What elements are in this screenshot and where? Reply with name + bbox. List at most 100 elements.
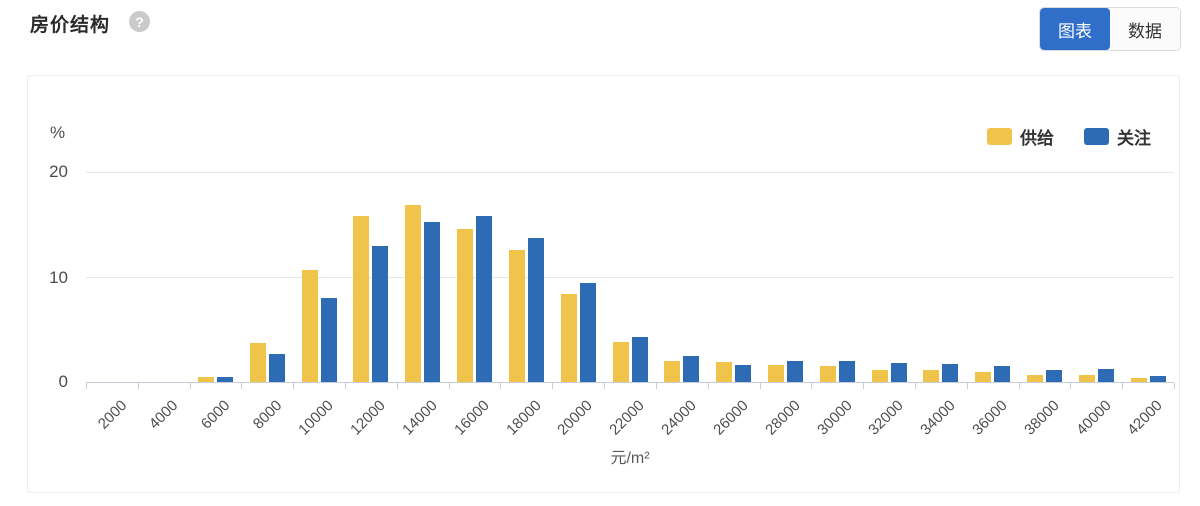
bar-关注-30000[interactable] [838,361,855,382]
bar-groups [86,172,1174,382]
bar-供给-40000[interactable] [1078,374,1095,382]
gridline-20 [86,172,1174,173]
bar-group-10000 [293,172,345,382]
x-tick [1070,383,1072,389]
x-label-text: 24000 [658,397,700,439]
x-label-text: 40000 [1072,397,1115,439]
bar-关注-16000[interactable] [476,216,493,382]
bar-group-16000 [449,172,501,382]
bar-关注-24000[interactable] [683,355,700,382]
x-tick [759,383,761,389]
x-tick [604,383,606,389]
bar-group-30000 [811,172,863,382]
x-tick [655,383,657,389]
bar-group-8000 [241,172,293,382]
bar-关注-36000[interactable] [994,366,1011,382]
bar-关注-8000[interactable] [268,353,285,382]
x-tick [448,383,450,389]
x-tick [1174,383,1175,389]
bar-供给-38000[interactable] [1027,374,1044,382]
bar-group-34000 [915,172,967,382]
bar-关注-18000[interactable] [527,238,544,382]
bar-关注-40000[interactable] [1097,369,1114,382]
bar-group-42000 [1122,172,1174,382]
bar-供给-26000[interactable] [716,362,733,382]
x-label-text: 32000 [865,397,908,439]
x-label-text: 14000 [399,397,441,439]
bar-供给-6000[interactable] [198,376,215,382]
x-label-text: 42000 [1124,397,1167,439]
bar-关注-20000[interactable] [579,283,596,382]
x-label-text: 28000 [761,397,804,439]
x-label-text: 34000 [917,397,959,439]
chart-card: % 20 10 0 供给 关注 2000 4000 6000 8000 10000 120… [27,75,1180,493]
attention-swatch-icon [1084,128,1109,145]
bar-供给-34000[interactable] [923,370,940,382]
bar-group-14000 [397,172,449,382]
bar-供给-36000[interactable] [975,371,992,382]
bar-供给-28000[interactable] [767,365,784,382]
bar-关注-6000[interactable] [217,376,234,382]
bar-供给-24000[interactable] [664,361,681,382]
page-title: 房价结构 [30,15,111,36]
bar-关注-10000[interactable] [320,298,337,382]
bar-供给-16000[interactable] [457,228,474,382]
x-label-text: 2000 [94,397,130,433]
x-tick [811,383,813,389]
view-toggle: 图表 数据 [1039,7,1181,51]
bar-group-20000 [552,172,604,382]
x-tick [1122,383,1124,389]
bar-供给-12000[interactable] [353,216,370,382]
bar-关注-22000[interactable] [631,336,648,382]
bar-供给-30000[interactable] [819,366,836,382]
bar-关注-34000[interactable] [942,364,959,382]
x-tick [241,383,243,389]
bar-供给-42000[interactable] [1130,377,1147,382]
x-axis: 2000 4000 6000 8000 10000 12000 14000 16000 1800… [86,382,1175,442]
chart-legend: 供给 关注 [987,124,1151,149]
x-label-text: 16000 [451,397,493,439]
bar-group-4000 [138,172,190,382]
gridline-10 [86,277,1174,278]
tab-chart[interactable]: 图表 [1040,8,1110,50]
bar-group-6000 [190,172,242,382]
x-tick [552,383,554,389]
x-tick [293,383,295,389]
y-tick-0: 0 [58,372,68,391]
bar-供给-8000[interactable] [249,343,266,382]
bar-供给-22000[interactable] [612,342,629,382]
bar-group-38000 [1019,172,1071,382]
tab-data[interactable]: 数据 [1110,8,1180,50]
bar-关注-38000[interactable] [1046,370,1063,382]
x-tick [1018,383,1020,389]
x-label-text: 38000 [1020,397,1063,439]
legend-item-attention[interactable]: 关注 [1084,124,1151,149]
x-tick [86,383,87,389]
bar-供给-20000[interactable] [560,293,577,382]
bar-group-18000 [501,172,553,382]
bar-group-26000 [708,172,760,382]
bar-关注-12000[interactable] [372,245,389,382]
y-tick-20: 20 [49,162,68,181]
bar-关注-28000[interactable] [786,361,803,382]
x-label-text: 26000 [710,397,752,439]
x-label-text: 30000 [813,397,856,439]
bar-供给-18000[interactable] [508,249,525,382]
x-tick [863,383,865,389]
bar-供给-32000[interactable] [871,370,888,382]
x-tick [189,383,191,389]
legend-label: 关注 [1117,129,1151,148]
legend-item-supply[interactable]: 供给 [987,124,1054,149]
x-label-text: 6000 [197,397,234,433]
bar-供给-14000[interactable] [405,204,422,382]
bar-供给-10000[interactable] [301,269,318,382]
x-label-text: 4000 [146,397,182,433]
bar-关注-32000[interactable] [890,363,907,382]
bar-关注-42000[interactable] [1149,375,1166,382]
bar-关注-14000[interactable] [424,222,441,382]
help-icon[interactable]: ? [129,11,150,32]
x-tick [500,383,502,389]
x-tick [966,383,968,389]
bar-关注-26000[interactable] [735,365,752,382]
legend-label: 供给 [1020,129,1054,148]
